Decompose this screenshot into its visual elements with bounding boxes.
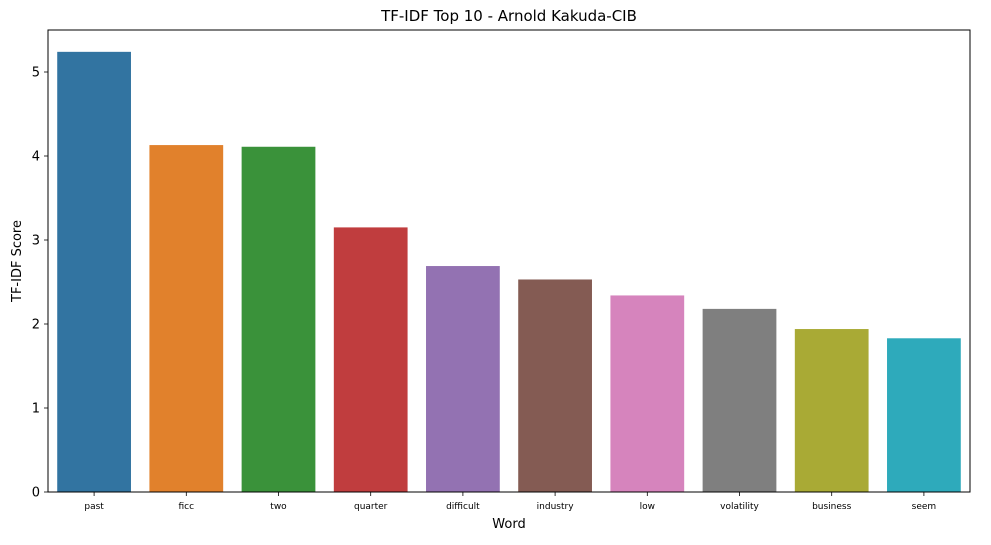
bar-two [241, 146, 316, 492]
y-tick-label: 5 [32, 66, 40, 81]
bars-group [57, 51, 961, 493]
x-tick-label: past [84, 502, 104, 512]
y-tick-label: 2 [32, 318, 40, 333]
x-tick-label: volatility [720, 502, 759, 512]
bar-ficc [149, 145, 224, 492]
bar-low [610, 295, 685, 492]
bar-seem [887, 338, 961, 492]
plot-frame [47, 29, 971, 493]
chart-title: TF-IDF Top 10 - Arnold Kakuda-CIB [380, 7, 637, 25]
y-tick-label: 4 [32, 150, 40, 165]
x-axis-label: Word [492, 517, 525, 532]
y-tick-label: 1 [32, 402, 40, 417]
y-axis-ticks: 0 1 2 3 4 5 [32, 66, 48, 501]
y-tick-label: 0 [32, 486, 40, 501]
x-tick-label: two [270, 502, 287, 512]
bar-industry [518, 279, 592, 492]
bar-past [57, 51, 131, 493]
x-tick-label: business [812, 502, 852, 512]
x-tick-label: difficult [446, 502, 480, 512]
bar-difficult [426, 266, 500, 492]
bar-quarter [333, 227, 408, 492]
x-tick-label: quarter [354, 502, 388, 512]
y-axis-label: TF-IDF Score [10, 220, 25, 303]
x-tick-label: seem [912, 502, 937, 512]
bar-volatility [702, 308, 777, 492]
x-tick-label: ficc [179, 502, 195, 512]
x-tick-label: industry [537, 502, 575, 512]
x-tick-label: low [640, 502, 655, 512]
bar-business [794, 329, 869, 492]
x-axis-ticks: past ficc two quarter difficult industry low vo… [84, 492, 936, 512]
y-tick-label: 3 [32, 234, 40, 249]
